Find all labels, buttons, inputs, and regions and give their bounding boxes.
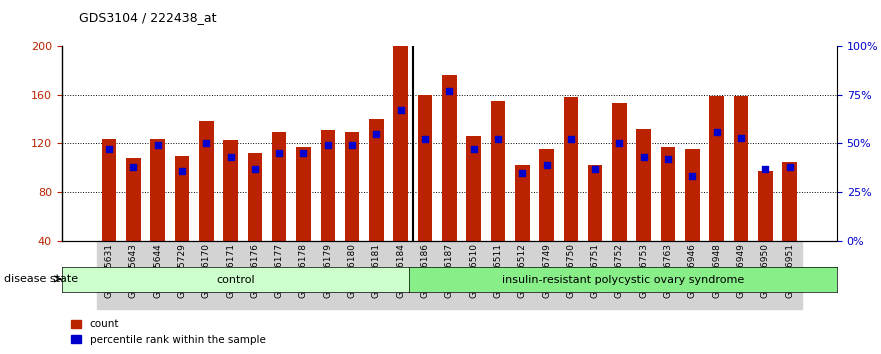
Bar <box>122 241 145 309</box>
Bar <box>369 119 384 241</box>
Text: GDS3104 / 222438_at: GDS3104 / 222438_at <box>79 11 217 24</box>
Point <box>685 173 700 179</box>
Bar <box>709 96 724 241</box>
Bar <box>636 129 651 241</box>
Bar <box>515 165 529 241</box>
Bar <box>364 241 389 309</box>
Legend: count, percentile rank within the sample: count, percentile rank within the sample <box>67 315 270 349</box>
Bar <box>389 241 413 309</box>
Bar <box>174 155 189 241</box>
Bar <box>535 241 559 309</box>
Bar <box>340 241 364 309</box>
Bar <box>102 138 116 241</box>
Bar <box>296 147 311 241</box>
Point <box>126 164 140 170</box>
Bar <box>344 132 359 241</box>
Point <box>612 141 626 146</box>
Bar <box>292 241 315 309</box>
Text: insulin-resistant polycystic ovary syndrome: insulin-resistant polycystic ovary syndr… <box>502 275 744 285</box>
Point <box>321 142 335 148</box>
Point <box>759 166 773 171</box>
Point <box>491 137 505 142</box>
Point <box>515 170 529 175</box>
Point <box>539 162 553 167</box>
Bar <box>145 241 170 309</box>
Bar <box>321 130 335 241</box>
Bar <box>267 241 292 309</box>
Bar <box>485 241 510 309</box>
Point <box>224 154 238 160</box>
Bar <box>661 147 676 241</box>
Bar <box>729 241 753 309</box>
Bar <box>655 241 680 309</box>
Point <box>369 131 383 136</box>
Bar <box>418 95 433 241</box>
Point <box>248 166 262 171</box>
Bar <box>462 241 485 309</box>
Point <box>734 135 748 140</box>
Bar <box>782 162 796 241</box>
Point <box>782 164 796 170</box>
Bar <box>126 158 141 241</box>
Point <box>661 156 675 162</box>
Bar <box>705 241 729 309</box>
Bar <box>394 0 408 241</box>
Point <box>102 147 116 152</box>
Bar <box>466 136 481 241</box>
Bar <box>734 96 748 241</box>
Bar <box>758 171 773 241</box>
Bar <box>588 165 603 241</box>
Point <box>394 108 408 113</box>
Bar <box>272 132 286 241</box>
Point <box>418 137 432 142</box>
Point <box>637 154 651 160</box>
Bar <box>248 153 263 241</box>
Bar <box>194 241 218 309</box>
Bar <box>753 241 777 309</box>
Bar <box>315 241 340 309</box>
Bar <box>510 241 535 309</box>
Bar <box>170 241 194 309</box>
Point <box>345 142 359 148</box>
Bar <box>607 241 632 309</box>
Point <box>589 166 603 171</box>
Point <box>199 141 213 146</box>
Bar <box>583 241 607 309</box>
Point <box>151 142 165 148</box>
Bar <box>559 241 583 309</box>
Bar <box>442 75 456 241</box>
Point <box>296 150 310 156</box>
Bar <box>97 241 122 309</box>
Text: control: control <box>216 275 255 285</box>
Bar <box>491 101 505 241</box>
Bar <box>564 97 578 241</box>
Point <box>709 129 723 135</box>
Bar <box>218 241 243 309</box>
Bar <box>243 241 267 309</box>
Bar <box>632 241 655 309</box>
Point <box>442 88 456 93</box>
Bar <box>151 138 165 241</box>
Point <box>467 147 481 152</box>
Bar <box>199 121 213 241</box>
Bar <box>539 149 554 241</box>
Bar <box>612 103 626 241</box>
Point <box>272 150 286 156</box>
Point <box>175 168 189 173</box>
Bar <box>777 241 802 309</box>
Bar <box>413 241 437 309</box>
Bar <box>685 149 700 241</box>
Bar <box>437 241 462 309</box>
Bar <box>223 140 238 241</box>
Point <box>564 137 578 142</box>
Text: disease state: disease state <box>4 274 78 284</box>
Bar <box>680 241 705 309</box>
